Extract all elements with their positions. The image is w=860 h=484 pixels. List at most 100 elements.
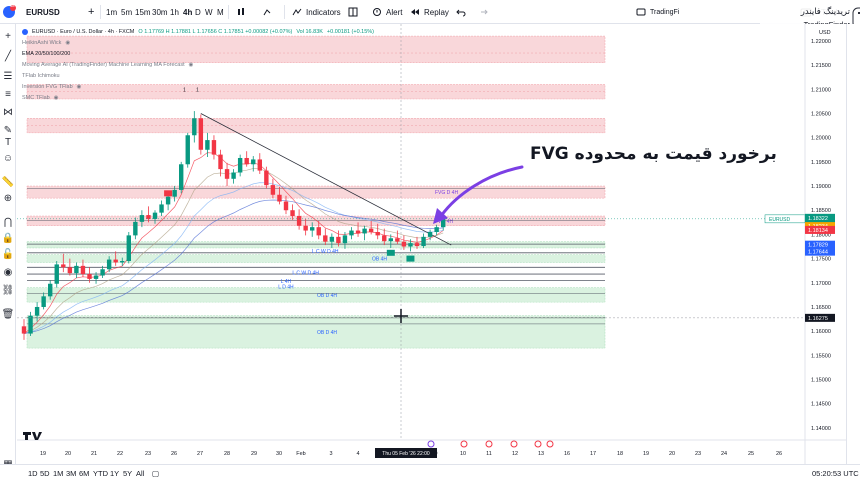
tf-15m[interactable]: 15m <box>135 7 151 17</box>
indicators-button[interactable]: Indicators <box>292 0 341 24</box>
x-tick-label: 13 <box>538 451 544 457</box>
calendar-icon[interactable]: ▢ <box>152 469 160 478</box>
menu-button[interactable] <box>2 0 16 24</box>
clock-icon[interactable] <box>636 0 646 24</box>
fib-tool-icon[interactable]: ≡ <box>5 88 11 100</box>
tf-4h[interactable]: 4h <box>183 7 193 17</box>
tf-1m[interactable]: 1m <box>106 7 118 17</box>
candle-body <box>185 135 190 165</box>
signal-marker <box>386 249 395 256</box>
compare-icon[interactable] <box>262 0 272 24</box>
legend-indicator-row[interactable]: Inversion FVG TFlab ◉ <box>22 81 374 92</box>
candle-body <box>349 230 354 236</box>
x-tick-label: 23 <box>145 451 151 457</box>
zoom-tool-icon[interactable]: ⊕ <box>3 192 13 204</box>
tf-m[interactable]: M <box>217 7 224 17</box>
lock-tool-icon[interactable]: 🔒 <box>1 232 15 244</box>
tradingfinder-tab[interactable]: TradingFi <box>650 8 680 16</box>
alert-button[interactable]: Alert <box>372 0 402 24</box>
signal-marker <box>406 255 415 262</box>
magnet-tool-icon[interactable]: ⋂ <box>3 216 13 228</box>
zone <box>26 287 606 303</box>
range-all[interactable]: All <box>136 469 145 478</box>
indicator-label: TFlab Ichimoku <box>22 72 60 79</box>
replay-label: Replay <box>424 7 449 17</box>
x-tick-label: 21 <box>91 451 97 457</box>
indicators-icon <box>292 8 302 16</box>
structure-label: L D 4H <box>278 285 294 291</box>
price-chart[interactable]: FVG D 4H FVG 4H OB 4H OB D 4H OB D 4H 1 1 L C W… <box>17 24 846 464</box>
link-tool-icon[interactable]: ⛓ <box>1 284 15 296</box>
undo-icon[interactable] <box>456 0 466 24</box>
range-6m[interactable]: 6M <box>79 469 90 478</box>
candle-body <box>87 274 92 279</box>
tradingview-logo-icon <box>23 432 42 440</box>
candle-body <box>93 275 99 279</box>
replay-button[interactable]: Replay <box>410 0 449 24</box>
zone-label: OB D 4H <box>317 293 337 299</box>
trendline-tool-icon[interactable]: ╱ <box>4 50 12 62</box>
brush-tool-icon[interactable]: ✎ <box>3 124 13 136</box>
layout-icon[interactable] <box>348 0 358 24</box>
tf-w[interactable]: W <box>205 7 213 17</box>
range-1y[interactable]: 1Y <box>110 469 120 478</box>
range-5y[interactable]: 5Y <box>123 469 133 478</box>
legend-indicator-row[interactable]: TFlab Ichimoku <box>22 70 374 81</box>
eye-icon[interactable]: ◉ <box>188 61 194 68</box>
tf-30m[interactable]: 30m <box>152 7 168 17</box>
legend-volume: Vol 16.83K <box>296 28 323 35</box>
y-tick-label: 1.19000 <box>811 184 831 190</box>
y-tick-label: 1.21500 <box>811 63 831 69</box>
trash-tool-icon[interactable]: 🗑 <box>1 308 15 320</box>
price-level-box <box>805 225 835 234</box>
candle-body <box>257 159 262 171</box>
candles-icon[interactable] <box>236 0 246 24</box>
range-1m[interactable]: 1M <box>53 469 64 478</box>
candle-body <box>388 238 393 242</box>
pattern-tool-icon[interactable]: ⋈ <box>3 106 13 118</box>
avatar-icon <box>3 5 16 18</box>
y-tick-label: 1.19500 <box>811 160 831 166</box>
add-symbol-button[interactable]: + <box>88 6 95 18</box>
zone <box>26 35 606 63</box>
redo-icon[interactable] <box>478 0 488 24</box>
symbol-search-button[interactable]: EURUSD <box>26 7 60 17</box>
x-tick-label: 17 <box>590 451 596 457</box>
legend-indicator-row[interactable]: HeikinAshi Wick ◉ <box>22 37 374 48</box>
legend-indicator-row[interactable]: Moving Average AI (TradingFinder) Machin… <box>22 59 374 70</box>
range-5d[interactable]: 5D <box>40 469 50 478</box>
candle-body <box>336 236 341 244</box>
text-tool-icon[interactable]: T <box>4 136 12 148</box>
candle-body <box>120 261 125 263</box>
indicator-label: Inversion FVG TFlab <box>22 83 73 90</box>
candle-body <box>427 232 433 237</box>
tf-1h[interactable]: 1h <box>170 7 179 17</box>
utc-clock[interactable]: 05:20:53 UTC <box>812 469 859 478</box>
y-tick-label: 1.15500 <box>811 353 831 359</box>
x-tick-label: 23 <box>695 451 701 457</box>
range-ytd[interactable]: YTD <box>93 469 108 478</box>
eye-tool-icon[interactable]: ◉ <box>3 266 13 278</box>
ruler-tool-icon[interactable]: 📏 <box>1 176 15 188</box>
alert-icon <box>373 8 381 16</box>
candle-body <box>251 159 256 165</box>
candle-body <box>28 315 33 334</box>
tf-5m[interactable]: 5m <box>121 7 133 17</box>
y-tick-label: 1.18000 <box>811 232 831 238</box>
symbol-flag-icon <box>22 28 28 35</box>
eye-icon[interactable]: ◉ <box>65 39 71 46</box>
horizontal-lines-icon[interactable]: ☰ <box>3 70 13 82</box>
indicator-label: EMA 20/50/100/200 <box>22 50 71 57</box>
legend-indicator-row[interactable]: SMC TFlab ◉ <box>22 92 374 103</box>
tf-d[interactable]: D <box>195 7 201 17</box>
eye-icon[interactable]: ◉ <box>53 94 59 101</box>
lock-open-tool-icon[interactable]: 🔓 <box>1 248 15 260</box>
range-3m[interactable]: 3M <box>66 469 77 478</box>
legend-indicator-row[interactable]: EMA 20/50/100/200 <box>22 48 374 59</box>
crosshair-tool-icon[interactable]: + <box>5 30 11 42</box>
structure-label: L C W D 4H <box>292 271 319 277</box>
range-1d[interactable]: 1D <box>28 469 38 478</box>
emoji-tool-icon[interactable]: ☺ <box>2 152 14 164</box>
eye-icon[interactable]: ◉ <box>76 83 82 90</box>
